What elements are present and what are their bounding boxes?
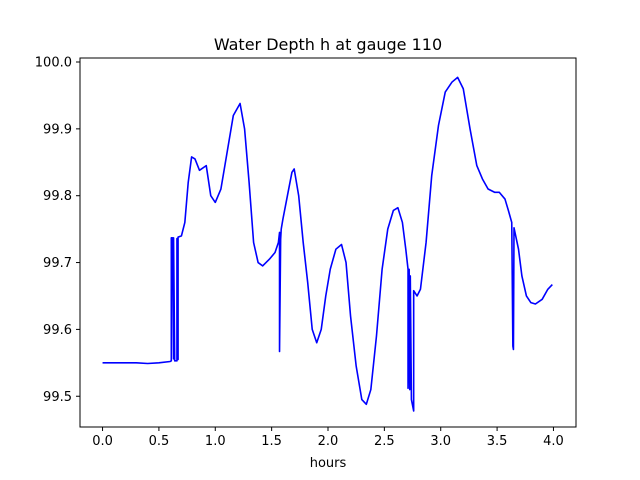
y-tick-label: 99.9 xyxy=(43,122,72,137)
y-tick-label: 99.7 xyxy=(43,256,72,271)
y-tick-label: 99.6 xyxy=(43,323,72,338)
x-tick-label: 2.5 xyxy=(374,434,395,449)
x-tick-label: 4.0 xyxy=(543,434,564,449)
x-tick-label: 1.0 xyxy=(205,434,226,449)
x-tick-label: 0.0 xyxy=(92,434,113,449)
chart-title: Water Depth h at gauge 110 xyxy=(214,35,442,54)
x-tick-label: 0.5 xyxy=(149,434,170,449)
x-tick-label: 2.0 xyxy=(318,434,339,449)
x-axis-label: hours xyxy=(310,456,347,471)
x-tick-label: 3.0 xyxy=(430,434,451,449)
series-line-0 xyxy=(102,76,553,412)
x-tick-label: 1.5 xyxy=(261,434,282,449)
y-tick-label: 100.0 xyxy=(35,56,72,71)
y-tick-label: 99.8 xyxy=(43,189,72,204)
y-tick-label: 99.5 xyxy=(43,390,72,405)
plot-area: 0.0 0.5 1.0 1.5 2.0 2.5 3.0 3.5 4.0 99.5 99.6 99.7 9… xyxy=(35,56,577,449)
x-tick-label: 3.5 xyxy=(487,434,508,449)
